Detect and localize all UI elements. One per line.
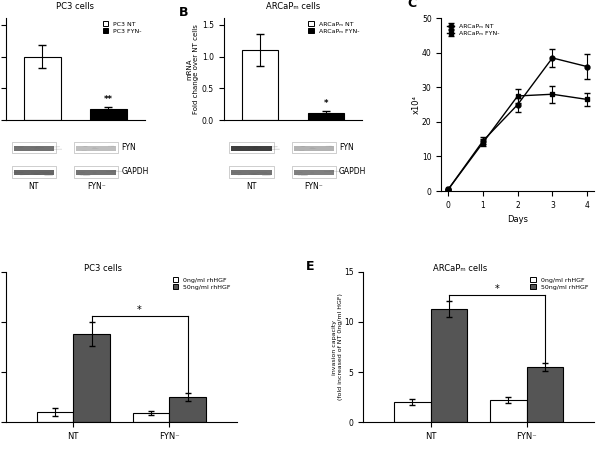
Legend: ARCaPₘ NT, ARCaPₘ FYN-: ARCaPₘ NT, ARCaPₘ FYN- bbox=[445, 21, 502, 39]
Bar bbox=[133, 413, 169, 422]
Bar bbox=[431, 309, 467, 422]
Bar bbox=[169, 397, 206, 422]
Text: *: * bbox=[494, 284, 499, 294]
Text: GAPDH: GAPDH bbox=[121, 168, 149, 176]
Bar bbox=[76, 146, 116, 151]
Text: *: * bbox=[324, 99, 328, 109]
Text: ARCaPₘ cells: ARCaPₘ cells bbox=[433, 264, 487, 273]
Text: NT: NT bbox=[246, 182, 257, 191]
Bar bbox=[76, 170, 116, 175]
Bar bbox=[231, 170, 272, 175]
Bar bbox=[229, 142, 274, 153]
Text: ARCaPₘ cells: ARCaPₘ cells bbox=[266, 2, 320, 11]
Bar bbox=[294, 146, 334, 151]
Bar bbox=[527, 367, 563, 422]
Bar bbox=[242, 50, 278, 120]
Bar bbox=[292, 142, 336, 153]
Bar bbox=[24, 57, 61, 120]
Bar bbox=[74, 142, 118, 153]
Text: NT: NT bbox=[29, 182, 39, 191]
Text: E: E bbox=[306, 260, 314, 273]
Legend: ARCaPₘ NT, ARCaPₘ FYN-: ARCaPₘ NT, ARCaPₘ FYN- bbox=[308, 21, 359, 34]
Y-axis label: x10⁴: x10⁴ bbox=[412, 95, 421, 114]
X-axis label: Days: Days bbox=[507, 215, 528, 224]
Bar bbox=[308, 113, 344, 120]
Y-axis label: mRNA
Fold change over NT cells: mRNA Fold change over NT cells bbox=[186, 25, 199, 114]
Bar bbox=[73, 334, 110, 422]
Text: FYN: FYN bbox=[339, 143, 353, 152]
Legend: 0ng/ml rhHGF, 50ng/ml rhHGF: 0ng/ml rhHGF, 50ng/ml rhHGF bbox=[528, 275, 591, 292]
Legend: PC3 NT, PC3 FYN-: PC3 NT, PC3 FYN- bbox=[103, 21, 142, 34]
Bar bbox=[90, 109, 127, 120]
Text: FYN⁻: FYN⁻ bbox=[87, 182, 106, 191]
Bar bbox=[490, 400, 527, 422]
Bar bbox=[231, 146, 272, 151]
Text: GAPDH: GAPDH bbox=[339, 168, 366, 176]
Y-axis label: invasion capacity
(fold increased of NT 0ng/ml HGF): invasion capacity (fold increased of NT … bbox=[332, 294, 343, 400]
Bar bbox=[292, 166, 336, 178]
Text: FYN: FYN bbox=[121, 143, 136, 152]
Bar bbox=[11, 142, 56, 153]
Legend: 0ng/ml rhHGF, 50ng/ml rhHGF: 0ng/ml rhHGF, 50ng/ml rhHGF bbox=[170, 275, 233, 292]
Bar bbox=[11, 166, 56, 178]
Bar bbox=[394, 402, 431, 422]
Bar bbox=[14, 170, 54, 175]
Bar bbox=[14, 146, 54, 151]
Bar bbox=[294, 170, 334, 175]
Text: B: B bbox=[179, 6, 189, 19]
Text: C: C bbox=[408, 0, 417, 10]
Text: FYN⁻: FYN⁻ bbox=[305, 182, 323, 191]
Text: PC3 cells: PC3 cells bbox=[84, 264, 122, 273]
Bar bbox=[74, 166, 118, 178]
Text: PC3 cells: PC3 cells bbox=[56, 2, 94, 11]
Text: *: * bbox=[137, 305, 142, 315]
Bar bbox=[229, 166, 274, 178]
Bar bbox=[37, 412, 73, 422]
Text: **: ** bbox=[104, 95, 113, 104]
